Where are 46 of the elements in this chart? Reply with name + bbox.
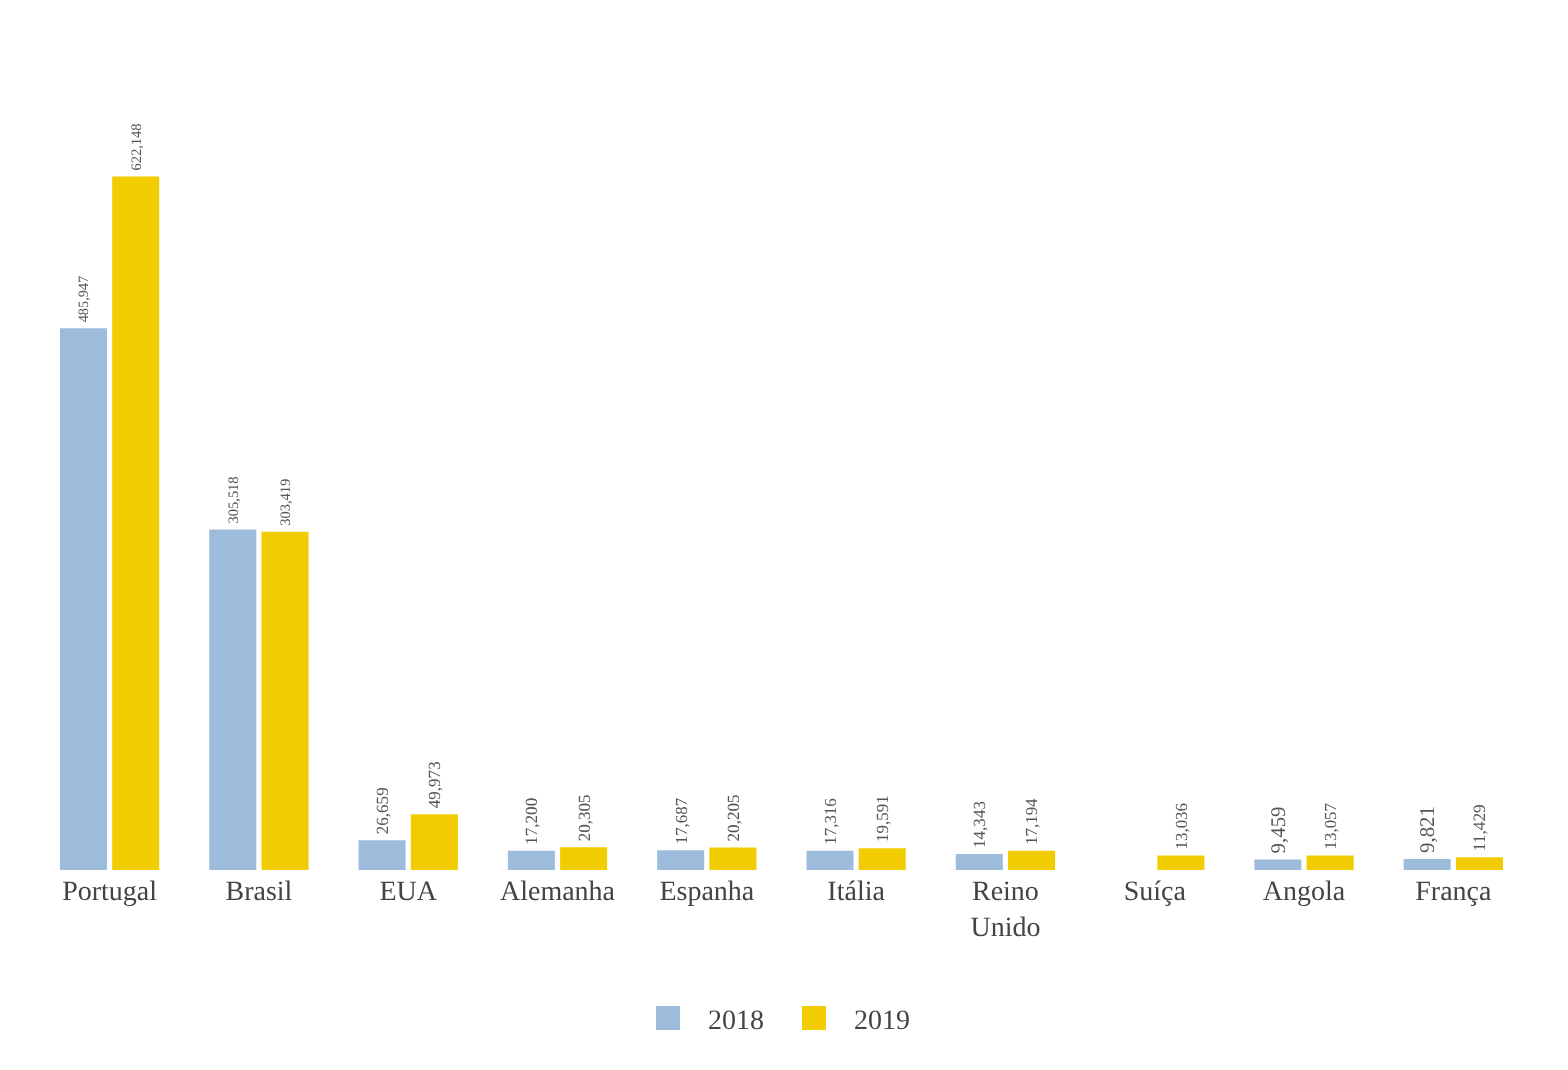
- data-label: 14,343: [969, 800, 990, 849]
- bar: [112, 176, 160, 870]
- data-label: 13,057: [1320, 803, 1341, 850]
- bar: [261, 531, 309, 870]
- x-tick-label: Espanha: [659, 878, 756, 908]
- data-label: 17,194: [1021, 796, 1042, 845]
- x-tick-label: França: [1415, 878, 1493, 908]
- bar: [1403, 859, 1451, 870]
- bar: [858, 848, 906, 870]
- data-label: 17,687: [670, 797, 691, 845]
- data-label: 9,459: [1269, 806, 1292, 854]
- x-tick-label: Brasil: [225, 878, 293, 908]
- legend-label: 2019: [854, 1006, 910, 1037]
- bar: [1455, 857, 1503, 870]
- data-label: 17,200: [521, 797, 542, 845]
- bar: [1157, 855, 1205, 870]
- data-label: 49,973: [424, 761, 445, 809]
- x-tick-label: Itália: [827, 878, 887, 908]
- bar: [657, 850, 705, 870]
- bar: [358, 840, 406, 870]
- data-label: 9,821: [1418, 806, 1441, 854]
- x-tick-label: Alemanha: [499, 878, 617, 908]
- x-tick-label: EUA: [379, 878, 439, 908]
- bar: [410, 814, 458, 870]
- x-tick-label: Reino Unido: [970, 878, 1041, 945]
- bar: [560, 847, 608, 870]
- bar: [209, 529, 257, 870]
- bar: [507, 850, 555, 870]
- x-tick-label: Portugal: [62, 878, 158, 908]
- data-label: 13,036: [1170, 803, 1191, 850]
- bar: [955, 854, 1003, 870]
- x-tick-label: Angola: [1262, 878, 1347, 908]
- x-tick-label: Suíça: [1123, 878, 1188, 908]
- bar: [709, 847, 757, 870]
- data-label: 11,429: [1469, 804, 1490, 852]
- bar: [1306, 855, 1354, 870]
- bar: [1008, 850, 1056, 870]
- data-label: 26,659: [371, 787, 392, 835]
- data-label: 17,316: [819, 798, 840, 845]
- data-label: 20,305: [573, 794, 594, 842]
- bar: [806, 850, 854, 870]
- legend-label: 2018: [708, 1006, 764, 1037]
- data-label: 20,205: [722, 794, 743, 842]
- bar: [1254, 859, 1302, 870]
- data-label: 19,591: [872, 795, 893, 843]
- bar: [59, 328, 107, 870]
